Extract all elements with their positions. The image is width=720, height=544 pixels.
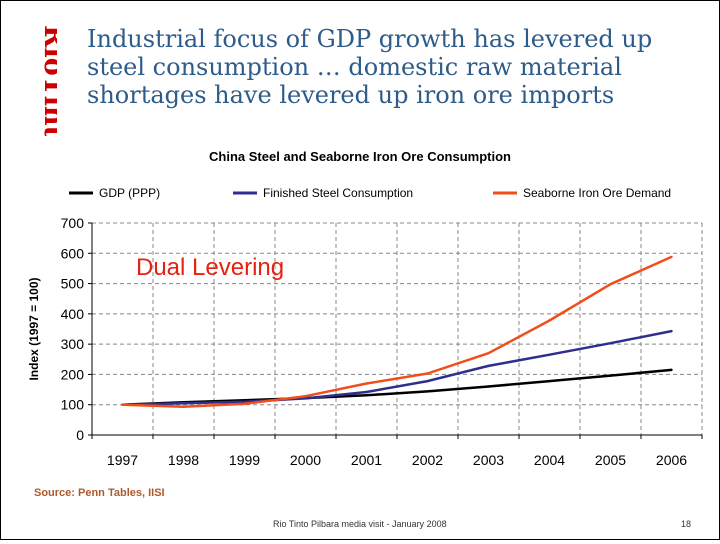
footer-text: Rio Tinto Pilbara media visit - January …	[273, 519, 447, 529]
data-point-1-8	[609, 342, 612, 345]
data-point-1-9	[670, 329, 673, 333]
data-point-1-1	[182, 402, 185, 405]
xtick-label-1997: 1997	[107, 452, 138, 468]
data-point-2-3	[304, 395, 307, 398]
data-point-1-2	[243, 400, 246, 403]
data-point-0-5	[426, 390, 429, 393]
xtick-label-2004: 2004	[534, 452, 565, 468]
page-number: 18	[681, 519, 692, 529]
ytick-label-400: 400	[61, 306, 85, 322]
slide-title: Industrial focus of GDP growth has lever…	[87, 25, 653, 109]
ytick-label-100: 100	[61, 397, 85, 413]
data-point-0-4	[365, 394, 368, 397]
xtick-label-2002: 2002	[412, 452, 443, 468]
xtick-label-1998: 1998	[168, 452, 199, 468]
source-note: Source: Penn Tables, IISI	[34, 487, 165, 499]
xtick-label-2005: 2005	[595, 452, 626, 468]
data-point-0-8	[609, 374, 612, 377]
data-point-2-0	[121, 403, 124, 406]
ytick-label-300: 300	[61, 336, 85, 352]
data-point-0-9	[670, 368, 673, 372]
data-point-0-7	[548, 379, 551, 383]
data-point-2-5	[426, 372, 429, 375]
data-point-2-2	[243, 402, 246, 406]
ytick-label-500: 500	[61, 276, 85, 292]
xtick-label-2003: 2003	[473, 452, 504, 468]
data-point-0-6	[487, 385, 490, 388]
data-point-2-6	[487, 352, 490, 355]
data-point-1-5	[426, 379, 429, 383]
series-line-1	[122, 329, 672, 406]
y-axis-label: Index (1997 = 100)	[27, 277, 41, 380]
data-point-2-8	[609, 282, 612, 286]
xtick-label-2006: 2006	[656, 452, 687, 468]
ytick-label-700: 700	[61, 215, 85, 231]
annotation-dual-levering: Dual Levering	[136, 254, 284, 281]
data-point-2-1	[182, 405, 185, 409]
xtick-label-2001: 2001	[351, 452, 382, 468]
legend-label-2: Seaborne Iron Ore Demand	[523, 186, 671, 200]
xtick-label-2000: 2000	[290, 452, 321, 468]
data-point-1-7	[548, 353, 551, 356]
series-line-2	[122, 255, 673, 409]
ytick-label-600: 600	[61, 245, 85, 261]
data-point-2-4	[365, 382, 368, 385]
ytick-label-0: 0	[76, 427, 84, 443]
data-point-1-6	[487, 364, 490, 368]
data-point-1-4	[365, 390, 368, 394]
data-point-2-7	[548, 319, 551, 322]
data-point-1-3	[304, 397, 307, 400]
xtick-label-1999: 1999	[229, 452, 260, 468]
legend-label-0: GDP (PPP)	[99, 186, 160, 200]
data-point-2-9	[670, 255, 673, 259]
chart-title: China Steel and Seaborne Iron Ore Consum…	[209, 149, 511, 164]
ytick-label-200: 200	[61, 366, 85, 382]
legend-label-1: Finished Steel Consumption	[263, 186, 413, 200]
